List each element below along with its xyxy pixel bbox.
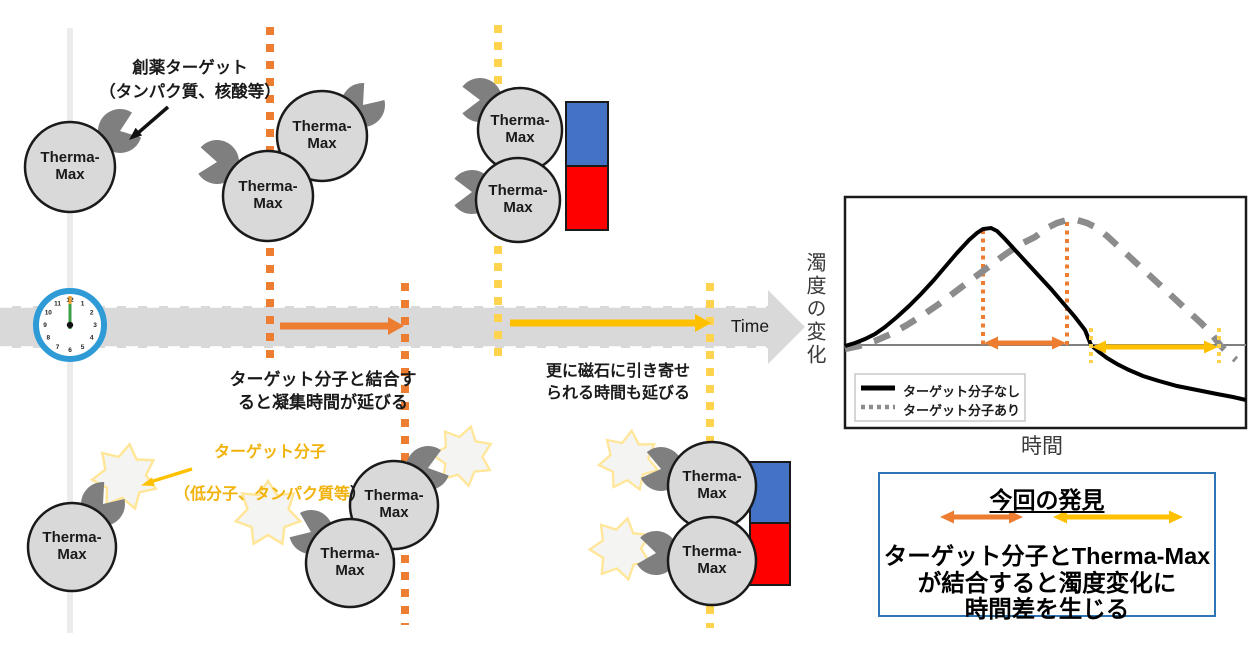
molecule-label: Therma- Max [320, 545, 380, 580]
chart-legend [854, 373, 1026, 422]
molecule-label: Therma- Max [292, 118, 352, 153]
magnet-note: 更に磁石に引き寄せ られる時間も延びる [545, 363, 690, 402]
finding-yellow-arrow [1053, 510, 1183, 524]
drug-target-pointer-arrow [129, 105, 170, 140]
svg-text:2: 2 [90, 310, 94, 317]
molecule-label: Therma- Max [238, 178, 298, 213]
target-molecule-label-line2: （低分子、タンパク質等 [173, 485, 350, 503]
finding-box: 今回の発見 ターゲット分子とTherma-Max が結合すると濁度変化に 時間差… [878, 472, 1216, 622]
target-molecule-label-line1: ターゲット分子 [213, 444, 326, 461]
svg-text:10: 10 [45, 310, 53, 317]
finding-arrow-spacer [880, 515, 1214, 541]
svg-text:7: 7 [56, 344, 60, 351]
molecule-with-target [26, 438, 163, 593]
target-molecule-pointer-arrow [141, 467, 193, 486]
magnet-delay-arrow [510, 314, 711, 332]
curve-no-target [844, 225, 1247, 402]
finding-title: 今回の発見 [989, 487, 1105, 513]
legend-item-no-target: ターゲット分子なし [903, 384, 1021, 399]
molecule-free [23, 104, 145, 214]
finding-body: ターゲット分子とTherma-Max が結合すると濁度変化に 時間差を生じる [883, 543, 1211, 623]
molecule-aggregate-magnet [454, 77, 609, 244]
turbidity-chart [843, 195, 1248, 430]
svg-text:1: 1 [81, 301, 85, 308]
peak-shift-arrow-orange [984, 336, 1066, 350]
svg-text:6: 6 [68, 347, 72, 354]
aggregation-delay-arrow [280, 317, 404, 335]
svg-text:5: 5 [81, 344, 85, 351]
svg-text:3: 3 [93, 322, 97, 329]
molecule-label: Therma- Max [682, 468, 742, 503]
svg-text:8: 8 [46, 335, 50, 342]
target-molecule-label-paren: ） [350, 485, 367, 503]
molecule-label: Therma- Max [42, 529, 102, 564]
turbidity-axis-label: 濁度の変化 [803, 252, 825, 367]
time-axis-label: 時間 [1021, 435, 1063, 458]
svg-text:11: 11 [54, 301, 61, 308]
aggregate-with-targets [234, 417, 501, 609]
magnet-icon [565, 101, 609, 231]
drug-target-label: 創薬ターゲット （タンパク質、核酸等） [99, 59, 281, 101]
molecule-label: Therma- Max [40, 149, 100, 184]
time-label: Time [730, 316, 770, 336]
aggregation-note: ターゲット分子と結合す ると凝集時間が延びる [229, 370, 417, 412]
clock-icon: 121234567891011 [33, 288, 107, 362]
molecule-label: Therma- Max [488, 182, 548, 217]
legend-item-with-target: ターゲット分子あり [903, 403, 1021, 418]
molecule-label: Therma- Max [364, 487, 424, 522]
molecule-aggregate [197, 77, 392, 243]
cross-shift-arrow-yellow [1092, 340, 1218, 354]
svg-text:9: 9 [43, 322, 47, 329]
target-molecule-label: ターゲット分子 （低分子、タンパク質等） [155, 443, 385, 505]
aggregate-with-targets-magnet [584, 427, 791, 607]
finding-orange-arrow [940, 510, 1023, 524]
molecule-label: Therma- Max [682, 543, 742, 578]
molecule-label: Therma- Max [490, 112, 550, 147]
svg-text:4: 4 [90, 335, 94, 342]
